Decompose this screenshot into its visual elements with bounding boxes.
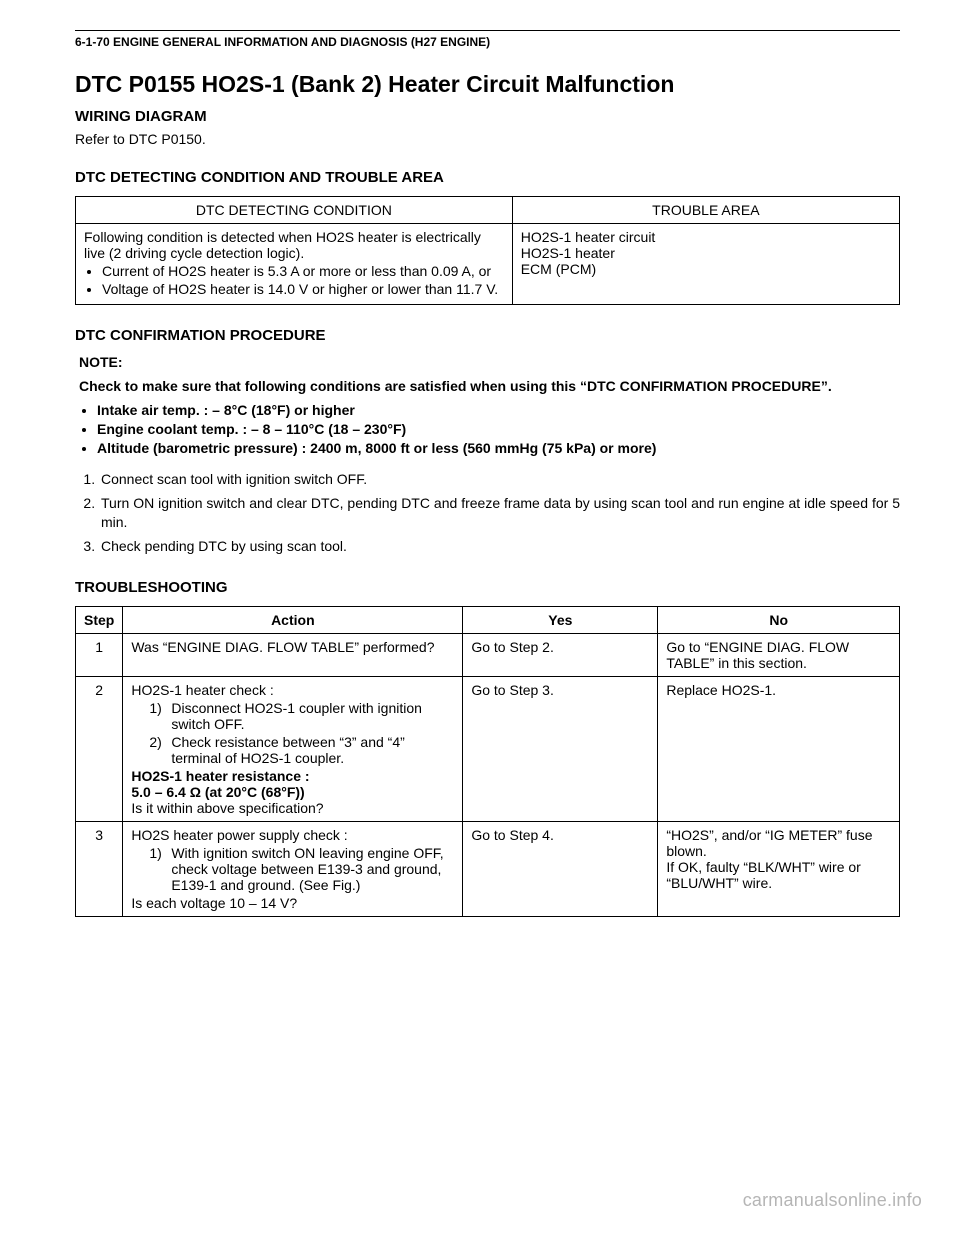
detecting-bullet-2: Voltage of HO2S heater is 14.0 V or high… (102, 281, 504, 297)
th-action: Action (123, 606, 463, 633)
header-section-ref: 6-1-70 ENGINE GENERAL INFORMATION AND DI… (75, 35, 900, 53)
row2-tail: Is it within above specification? (131, 800, 454, 816)
note-bullet-2: Engine coolant temp. : – 8 – 110°C (18 –… (97, 421, 896, 437)
detecting-intro: Following condition is detected when HO2… (84, 229, 504, 261)
note-bullet-1: Intake air temp. : – 8°C (18°F) or highe… (97, 402, 896, 418)
th-yes: Yes (463, 606, 658, 633)
row1-action: Was “ENGINE DIAG. FLOW TABLE” performed? (123, 633, 463, 676)
trouble-area-cell: HO2S-1 heater circuit HO2S-1 heater ECM … (512, 224, 899, 305)
wiring-heading: WIRING DIAGRAM (75, 108, 900, 125)
row2-step: 2 (76, 676, 123, 821)
trouble-line-2: HO2S-1 heater (521, 245, 891, 261)
detecting-bullet-1: Current of HO2S heater is 5.3 A or more … (102, 263, 504, 279)
trouble-line-3: ECM (PCM) (521, 261, 891, 277)
row2-no: Replace HO2S-1. (658, 676, 900, 821)
troubleshooting-heading: TROUBLESHOOTING (75, 579, 900, 596)
watermark: carmanualsonline.info (743, 1190, 922, 1211)
row2-yes: Go to Step 3. (463, 676, 658, 821)
row3-action: HO2S heater power supply check : 1)With … (123, 821, 463, 916)
detecting-col1-header: DTC DETECTING CONDITION (76, 197, 513, 224)
detecting-condition-cell: Following condition is detected when HO2… (76, 224, 513, 305)
note-bullet-3: Altitude (barometric pressure) : 2400 m,… (97, 440, 896, 456)
detecting-col2-header: TROUBLE AREA (512, 197, 899, 224)
detecting-table: DTC DETECTING CONDITION TROUBLE AREA Fol… (75, 196, 900, 305)
header-rule (75, 30, 900, 31)
row3-sub1: 1)With ignition switch ON leaving engine… (149, 845, 454, 893)
row3-action-title: HO2S heater power supply check : (131, 827, 454, 843)
confirmation-steps: Connect scan tool with ignition switch O… (75, 470, 900, 556)
row1-yes: Go to Step 2. (463, 633, 658, 676)
page-title: DTC P0155 HO2S-1 (Bank 2) Heater Circuit… (75, 71, 900, 98)
table-row: 2 HO2S-1 heater check : 1)Disconnect HO2… (76, 676, 900, 821)
confirmation-heading: DTC CONFIRMATION PROCEDURE (75, 327, 900, 344)
confirmation-step-2: Turn ON ignition switch and clear DTC, p… (99, 494, 900, 533)
confirmation-step-3: Check pending DTC by using scan tool. (99, 537, 900, 557)
row1-step: 1 (76, 633, 123, 676)
detecting-heading: DTC DETECTING CONDITION AND TROUBLE AREA (75, 169, 900, 186)
table-row: 1 Was “ENGINE DIAG. FLOW TABLE” performe… (76, 633, 900, 676)
row2-sub1: 1)Disconnect HO2S-1 coupler with ignitio… (149, 700, 454, 732)
confirmation-step-1: Connect scan tool with ignition switch O… (99, 470, 900, 490)
table-row: 3 HO2S heater power supply check : 1)Wit… (76, 821, 900, 916)
wiring-text: Refer to DTC P0150. (75, 131, 900, 147)
row1-no: Go to “ENGINE DIAG. FLOW TABLE” in this … (658, 633, 900, 676)
note-body: Check to make sure that following condit… (79, 376, 896, 396)
row3-tail: Is each voltage 10 – 14 V? (131, 895, 454, 911)
manual-page: 6-1-70 ENGINE GENERAL INFORMATION AND DI… (0, 0, 960, 1235)
row2-bold1: HO2S-1 heater resistance : (131, 768, 454, 784)
row2-action-title: HO2S-1 heater check : (131, 682, 454, 698)
row2-action: HO2S-1 heater check : 1)Disconnect HO2S-… (123, 676, 463, 821)
th-step: Step (76, 606, 123, 633)
row3-yes: Go to Step 4. (463, 821, 658, 916)
row2-bold2: 5.0 – 6.4 Ω (at 20°C (68°F)) (131, 784, 454, 800)
note-box: NOTE: Check to make sure that following … (79, 354, 896, 456)
trouble-line-1: HO2S-1 heater circuit (521, 229, 891, 245)
note-label: NOTE: (79, 354, 896, 370)
row3-no: “HO2S”, and/or “IG METER” fuse blown. If… (658, 821, 900, 916)
troubleshooting-table: Step Action Yes No 1 Was “ENGINE DIAG. F… (75, 606, 900, 917)
th-no: No (658, 606, 900, 633)
row3-step: 3 (76, 821, 123, 916)
row2-sub2: 2)Check resistance between “3” and “4” t… (149, 734, 454, 766)
